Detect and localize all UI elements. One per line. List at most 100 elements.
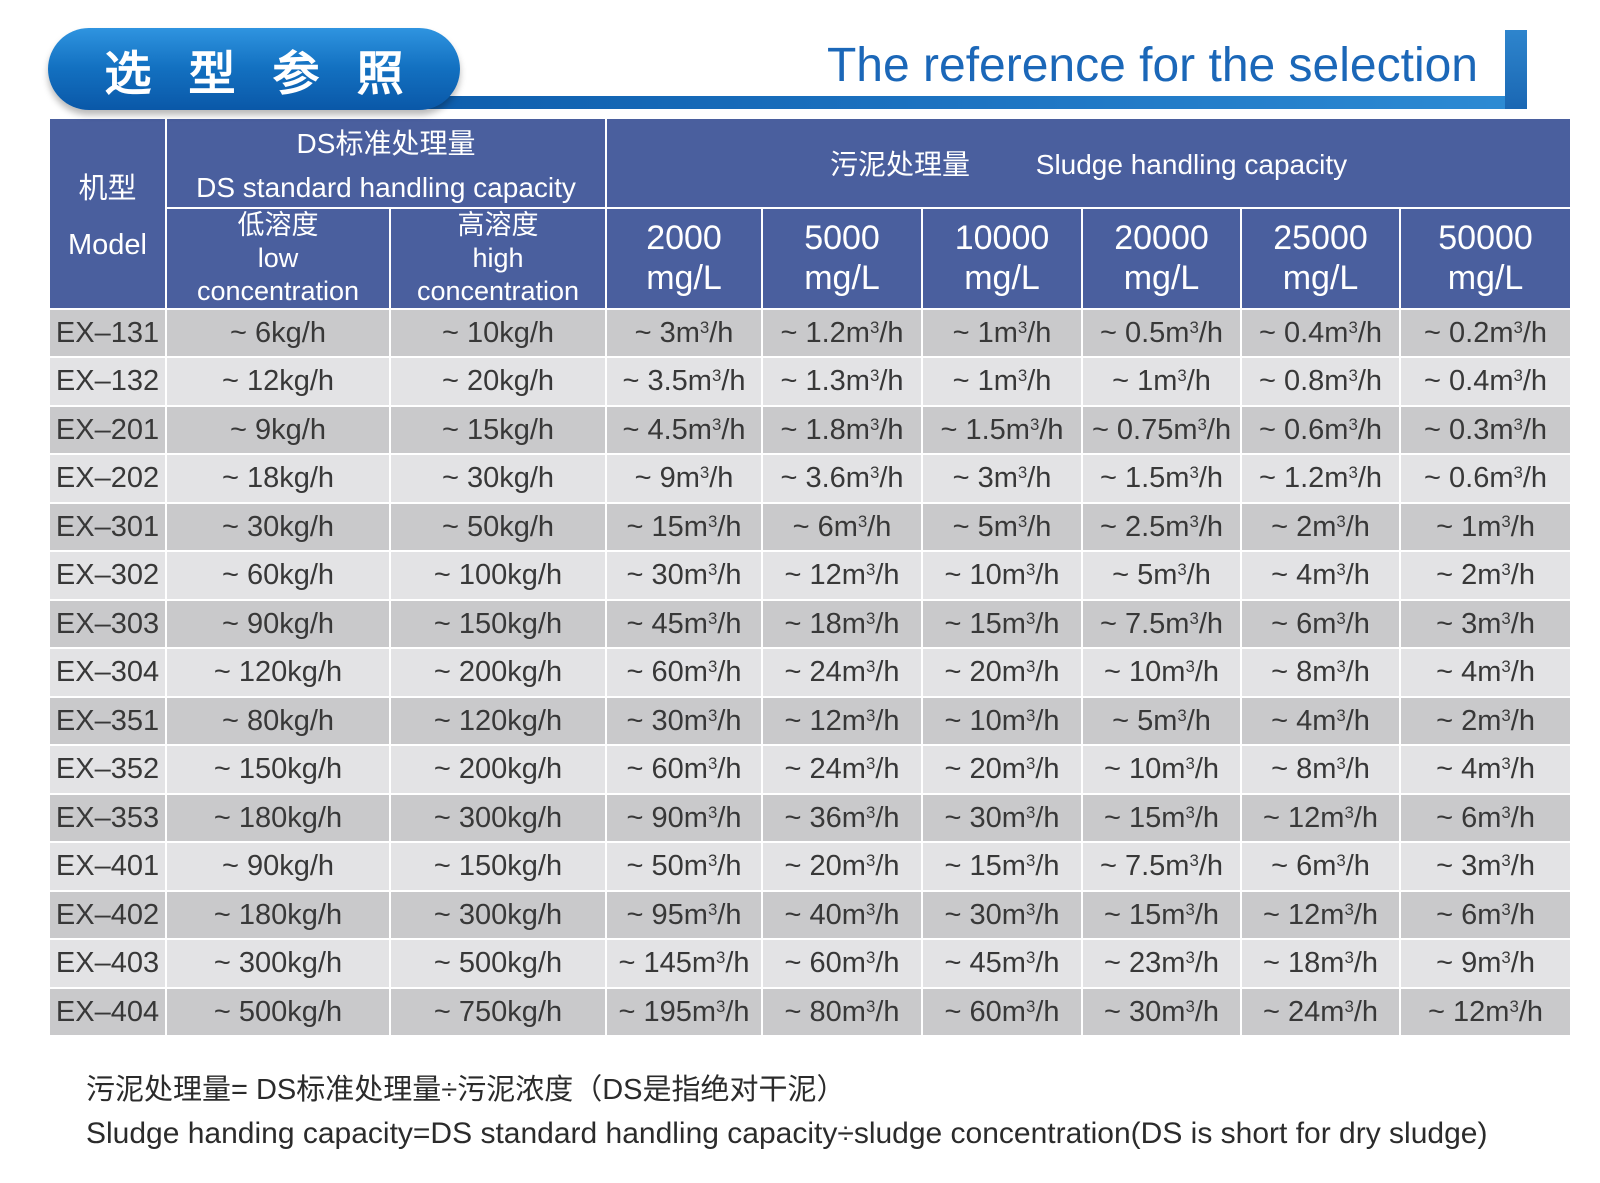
capacity-cell: ~ 1m3/h [923, 309, 1082, 357]
capacity-cell: ~ 18m3/h [763, 600, 922, 648]
table-row: EX–353 ~ 180kg/h ~ 300kg/h ~ 90m3/h ~ 36m3/h… [50, 794, 1571, 842]
capacity-cell: ~ 195m3/h [607, 988, 762, 1036]
header-underline-bar [300, 96, 1527, 109]
capacity-cell: ~ 5m3/h [1083, 552, 1241, 599]
capacity-cell: ~ 6kg/h [167, 309, 389, 357]
capacity-cell: ~ 5m3/h [923, 503, 1082, 551]
capacity-cell: ~ 0.4m3/h [1401, 358, 1571, 405]
capacity-cell: ~ 3m3/h [1401, 843, 1571, 890]
table-row: EX–202 ~ 18kg/h ~ 30kg/h ~ 9m3/h ~ 3.6m3/h ~ … [50, 455, 1571, 502]
high-concentration-en2: concentration [416, 275, 580, 306]
capacity-cell: ~ 7.5m3/h [1083, 600, 1241, 648]
capacity-cell: ~ 145m3/h [607, 940, 762, 987]
capacity-cell: ~ 2m3/h [1401, 552, 1571, 599]
table-row: EX–352 ~ 150kg/h ~ 200kg/h ~ 60m3/h ~ 24m3/h… [50, 746, 1571, 793]
capacity-cell: ~ 3m3/h [923, 455, 1082, 502]
high-concentration-zh: 高溶度 [457, 210, 539, 240]
capacity-cell: ~ 1.5m3/h [1083, 455, 1241, 502]
capacity-cell: ~ 200kg/h [391, 746, 606, 793]
capacity-cell: ~ 1.2m3/h [763, 309, 922, 357]
capacity-cell: ~ 50m3/h [607, 843, 762, 890]
table-row: EX–302 ~ 60kg/h ~ 100kg/h ~ 30m3/h ~ 12m3/h ~… [50, 552, 1571, 599]
capacity-cell: ~ 150kg/h [391, 843, 606, 890]
table-row: EX–301 ~ 30kg/h ~ 50kg/h ~ 15m3/h ~ 6m3/h ~ 5… [50, 503, 1571, 551]
capacity-cell: ~ 0.4m3/h [1242, 309, 1400, 357]
capacity-cell: ~ 18m3/h [1242, 940, 1400, 987]
capacity-cell: ~ 30m3/h [923, 891, 1082, 939]
capacity-cell: ~ 120kg/h [167, 649, 389, 696]
capacity-cell: ~ 180kg/h [167, 794, 389, 842]
capacity-cell: ~ 1.3m3/h [763, 358, 922, 405]
capacity-cell: ~ 6m3/h [1242, 600, 1400, 648]
capacity-cell: ~ 12m3/h [763, 697, 922, 745]
concentration-header-20000: 20000 mg/L [1083, 209, 1241, 308]
capacity-cell: ~ 2m3/h [1242, 503, 1400, 551]
capacity-cell: ~ 180kg/h [167, 891, 389, 939]
capacity-cell: ~ 8m3/h [1242, 746, 1400, 793]
low-concentration-en2: concentration [196, 275, 360, 306]
capacity-cell: ~ 7.5m3/h [1083, 843, 1241, 890]
table-row: EX–201 ~ 9kg/h ~ 15kg/h ~ 4.5m3/h ~ 1.8m3/h ~… [50, 406, 1571, 454]
capacity-cell: ~ 0.2m3/h [1401, 309, 1571, 357]
table-row: EX–303 ~ 90kg/h ~ 150kg/h ~ 45m3/h ~ 18m3/h ~… [50, 600, 1571, 648]
capacity-cell: ~ 30kg/h [391, 455, 606, 502]
table-row: EX–351 ~ 80kg/h ~ 120kg/h ~ 30m3/h ~ 12m3/h ~… [50, 697, 1571, 745]
capacity-cell: ~ 8m3/h [1242, 649, 1400, 696]
capacity-cell: ~ 24m3/h [1242, 988, 1400, 1036]
capacity-cell: ~ 0.75m3/h [1083, 406, 1241, 454]
capacity-cell: ~ 15m3/h [607, 503, 762, 551]
footnotes: 污泥处理量= DS标准处理量÷污泥浓度（DS是指绝对干泥） Sludge han… [86, 1066, 1487, 1151]
capacity-cell: ~ 200kg/h [391, 649, 606, 696]
capacity-cell: ~ 80kg/h [167, 697, 389, 745]
capacity-cell: ~ 90kg/h [167, 600, 389, 648]
capacity-cell: ~ 95m3/h [607, 891, 762, 939]
capacity-cell: ~ 3.6m3/h [763, 455, 922, 502]
capacity-cell: ~ 0.6m3/h [1242, 406, 1400, 454]
capacity-cell: ~ 9kg/h [167, 406, 389, 454]
capacity-cell: ~ 0.5m3/h [1083, 309, 1241, 357]
capacity-cell: ~ 60kg/h [167, 552, 389, 599]
capacity-cell: ~ 4.5m3/h [607, 406, 762, 454]
capacity-cell: ~ 500kg/h [391, 940, 606, 987]
concentration-unit: mg/L [646, 259, 722, 298]
concentration-value: 25000 [1273, 218, 1368, 257]
model-cell: EX–202 [50, 455, 165, 502]
high-concentration-header: 高溶度 high concentration [391, 209, 606, 308]
capacity-cell: ~ 20m3/h [923, 746, 1082, 793]
model-header-zh: 机型 [78, 172, 137, 205]
concentration-header-5000: 5000 mg/L [763, 209, 922, 308]
capacity-cell: ~ 18kg/h [167, 455, 389, 502]
table-row: EX–132 ~ 12kg/h ~ 20kg/h ~ 3.5m3/h ~ 1.3m3/h… [50, 358, 1571, 405]
capacity-cell: ~ 15m3/h [923, 843, 1082, 890]
model-cell: EX–353 [50, 794, 165, 842]
capacity-cell: ~ 0.8m3/h [1242, 358, 1400, 405]
ds-capacity-group-header: DS标准处理量 DS standard handling capacity [167, 119, 606, 207]
capacity-cell: ~ 10m3/h [923, 552, 1082, 599]
capacity-cell: ~ 10m3/h [923, 697, 1082, 745]
capacity-cell: ~ 750kg/h [391, 988, 606, 1036]
model-cell: EX–303 [50, 600, 165, 648]
capacity-cell: ~ 30m3/h [607, 697, 762, 745]
model-cell: EX–201 [50, 406, 165, 454]
capacity-cell: ~ 300kg/h [391, 794, 606, 842]
capacity-cell: ~ 45m3/h [923, 940, 1082, 987]
concentration-header-2000: 2000 mg/L [607, 209, 762, 308]
table-row: EX–401 ~ 90kg/h ~ 150kg/h ~ 50m3/h ~ 20m3/h ~… [50, 843, 1571, 890]
model-cell: EX–352 [50, 746, 165, 793]
table-row: EX–403 ~ 300kg/h ~ 500kg/h ~ 145m3/h ~ 60m3/… [50, 940, 1571, 987]
model-cell: EX–131 [50, 309, 165, 357]
capacity-cell: ~ 4m3/h [1242, 697, 1400, 745]
capacity-cell: ~ 20kg/h [391, 358, 606, 405]
capacity-cell: ~ 15m3/h [1083, 794, 1241, 842]
capacity-cell: ~ 1.2m3/h [1242, 455, 1400, 502]
capacity-cell: ~ 45m3/h [607, 600, 762, 648]
model-cell: EX–301 [50, 503, 165, 551]
model-cell: EX–402 [50, 891, 165, 939]
table-row: EX–131 ~ 6kg/h ~ 10kg/h ~ 3m3/h ~ 1.2m3/h ~ 1… [50, 309, 1571, 357]
capacity-cell: ~ 100kg/h [391, 552, 606, 599]
capacity-cell: ~ 6m3/h [1401, 794, 1571, 842]
capacity-cell: ~ 12m3/h [1242, 891, 1400, 939]
capacity-cell: ~ 2.5m3/h [1083, 503, 1241, 551]
sludge-group-zh: 污泥处理量 [829, 149, 970, 180]
